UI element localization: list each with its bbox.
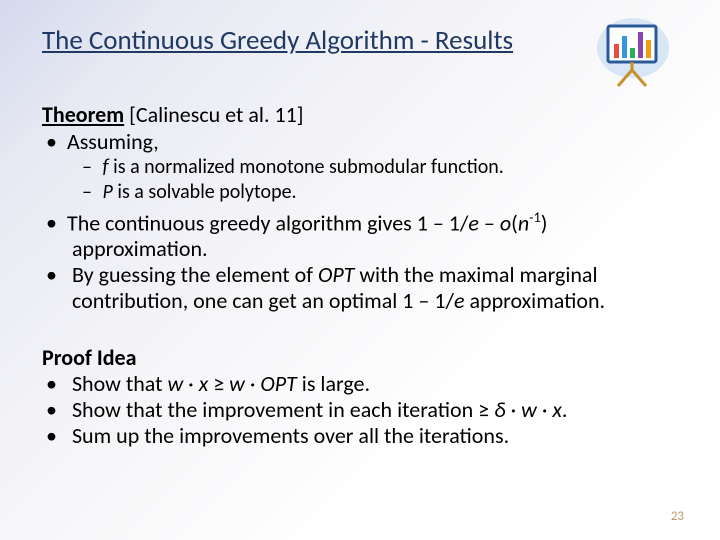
bullet-guess-cont: contribution, one can get an optimal 1 –… [72, 288, 678, 314]
bullet-approx-cont: approximation. [72, 236, 678, 262]
bullet-assuming: •Assuming, [46, 128, 678, 155]
proof-idea-head: Proof Idea [42, 344, 678, 371]
theorem-cite: [Calinescu et al. 11] [124, 101, 303, 128]
page-number: 23 [671, 509, 684, 524]
proof-bullet-3: • Sum up the improvements over all the i… [46, 423, 678, 449]
proof-bullet-1: • Show that w · x ≥ w · OPT is large. [46, 371, 678, 397]
theorem-line: Theorem [Calinescu et al. 11] [42, 101, 678, 128]
bullet-approx: •The continuous greedy algorithm gives 1… [46, 209, 678, 236]
slide-title: The Continuous Greedy Algorithm - Result… [42, 24, 678, 57]
presentation-chart-icon [594, 18, 672, 90]
proof-bullet-2: • Show that the improvement in each iter… [46, 397, 678, 423]
theorem-label: Theorem [42, 101, 124, 128]
bullet-guess: • By guessing the element of OPT with th… [46, 262, 678, 288]
sub-bullet-1: – f is a normalized monotone submodular … [82, 155, 678, 180]
sub-bullet-2: – P is a solvable polytope. [82, 180, 678, 205]
